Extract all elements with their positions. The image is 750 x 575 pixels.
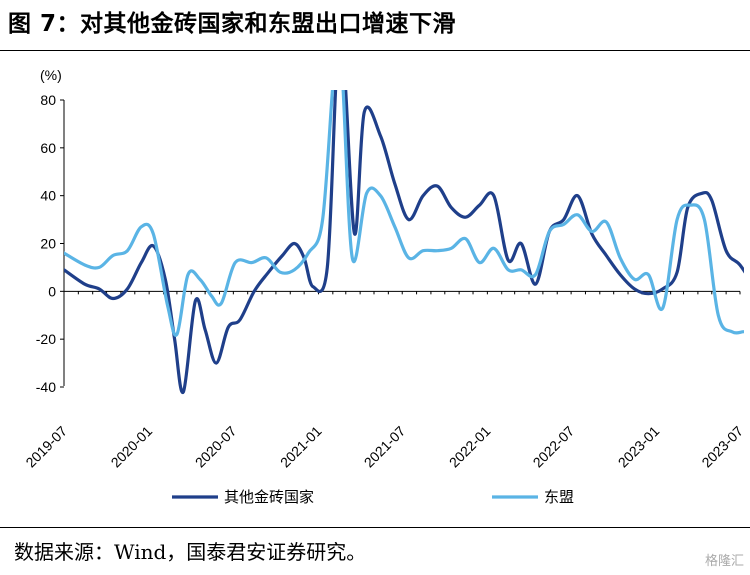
y-unit-label: (%) bbox=[40, 67, 62, 83]
legend-label-asean: 东盟 bbox=[544, 488, 574, 506]
x-tick-label: 2020-07 bbox=[192, 423, 240, 471]
x-axis: 2019-07 2020-01 2020-07 2021-01 2021-07 2022-… bbox=[22, 290, 746, 471]
y-tick-label: -40 bbox=[36, 379, 56, 395]
series-line-asean bbox=[64, 90, 744, 337]
x-tick-label: 2022-01 bbox=[446, 423, 494, 471]
series-layer bbox=[64, 90, 744, 394]
top-divider bbox=[0, 50, 750, 51]
series-line-other-brics bbox=[64, 90, 744, 394]
legend: 其他金砖国家 东盟 bbox=[172, 488, 574, 506]
x-tick-label: 2020-01 bbox=[108, 423, 156, 471]
x-tick-label: 2022-07 bbox=[530, 423, 578, 471]
y-tick-label: 0 bbox=[48, 283, 56, 299]
y-tick-label: 20 bbox=[40, 236, 56, 252]
source-note: 数据来源：Wind，国泰君安证券研究。 bbox=[14, 540, 367, 564]
x-tick-label: 2021-07 bbox=[361, 423, 409, 471]
y-axis: -40 -20 0 20 40 60 80 bbox=[36, 92, 65, 395]
y-tick-label: -20 bbox=[36, 331, 56, 347]
line-chart: (%) -40 -20 0 20 40 60 80 2019-07 2020-01 2020-0… bbox=[22, 67, 746, 506]
x-tick-label: 2023-07 bbox=[698, 423, 746, 471]
y-tick-label: 80 bbox=[40, 92, 56, 108]
watermark-logo: 格隆汇 bbox=[704, 554, 744, 569]
bottom-divider bbox=[0, 527, 750, 528]
legend-label-other-brics: 其他金砖国家 bbox=[224, 488, 314, 506]
x-tick-label: 2023-01 bbox=[615, 423, 663, 471]
x-tick-label: 2021-01 bbox=[277, 423, 325, 471]
page-title: 图 7：对其他金砖国家和东盟出口增速下滑 bbox=[8, 11, 457, 37]
y-tick-label: 40 bbox=[40, 188, 56, 204]
x-tick-label: 2019-07 bbox=[22, 423, 70, 471]
y-tick-label: 60 bbox=[40, 140, 56, 156]
